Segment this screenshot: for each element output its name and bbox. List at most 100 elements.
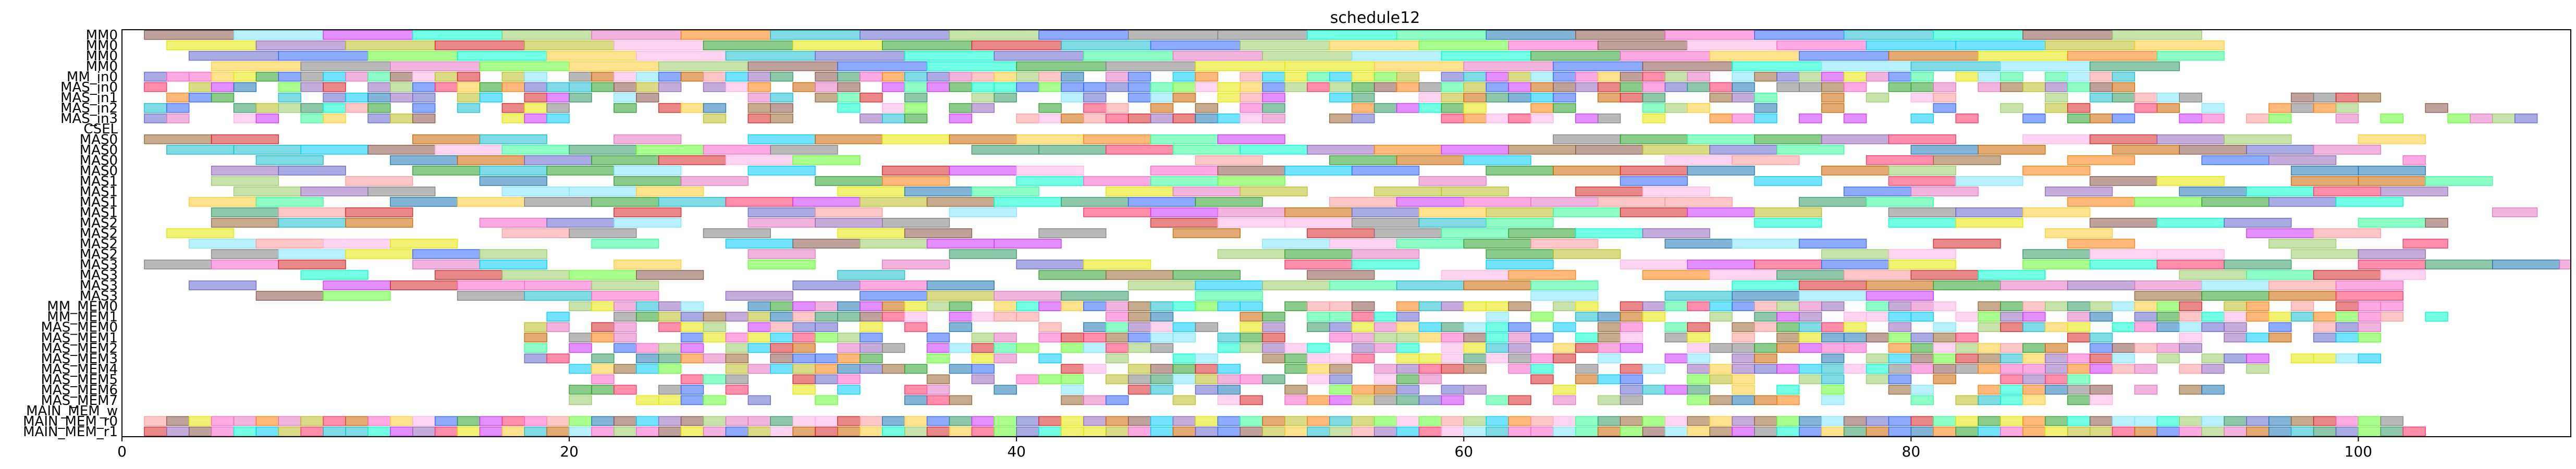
schedule-bar (255, 416, 279, 426)
schedule-bar (300, 187, 369, 196)
schedule-bar (971, 82, 995, 92)
schedule-bar (1664, 301, 1688, 312)
schedule-bar (1217, 426, 1241, 437)
lane-label: MAS1 (80, 205, 118, 220)
schedule-bar (2045, 343, 2068, 353)
schedule-bar (412, 30, 503, 40)
schedule-bar (2112, 426, 2136, 437)
schedule-bar (2045, 353, 2068, 364)
schedule-bar (546, 51, 637, 61)
schedule-bar (233, 113, 257, 124)
schedule-bar (703, 312, 727, 322)
schedule-bar (1754, 30, 1845, 40)
schedule-bar (345, 103, 369, 113)
schedule-bar (524, 82, 547, 92)
schedule-bar (1620, 82, 1643, 92)
schedule-bar (367, 113, 391, 124)
schedule-bar (591, 322, 615, 332)
schedule-bar (1418, 322, 1442, 332)
schedule-bar (1307, 270, 1375, 280)
schedule-bar (1195, 364, 1219, 374)
lane-label: MAS0 (80, 132, 118, 147)
lane-label: MAS_in0 (60, 80, 118, 95)
schedule-bar (792, 280, 861, 290)
schedule-bar (1709, 270, 1777, 280)
schedule-bar (1463, 301, 1487, 312)
schedule-bar (2067, 385, 2091, 395)
schedule-bar (345, 426, 369, 437)
schedule-bar (1530, 353, 1554, 364)
schedule-bar (1866, 197, 1934, 207)
schedule-bar (1776, 301, 1800, 312)
lane-label: CSEL (83, 121, 118, 137)
schedule-bar (2156, 176, 2225, 186)
schedule-bar (1597, 322, 1621, 332)
lane-label: MAIN_MEM_r0 (23, 414, 118, 429)
schedule-bar (1373, 103, 1397, 113)
schedule-bar (1217, 176, 1285, 186)
schedule-bar (1933, 82, 1956, 92)
schedule-bar (1687, 82, 1710, 92)
schedule-bar (1351, 113, 1375, 124)
schedule-bar (614, 40, 704, 51)
schedule-bar (2112, 416, 2136, 426)
schedule-bar (815, 312, 838, 322)
schedule-bar (1687, 416, 1710, 426)
schedule-bar (1418, 103, 1442, 113)
schedule-bar (390, 426, 413, 437)
schedule-bar (1508, 301, 1531, 312)
schedule-bar (2335, 103, 2359, 113)
schedule-bar (1486, 416, 1509, 426)
schedule-bar (278, 218, 346, 228)
schedule-bar (2358, 312, 2382, 322)
schedule-bar (1620, 332, 1643, 343)
schedule-bar (1732, 291, 1800, 301)
schedule-bar (166, 144, 235, 155)
schedule-bar (1642, 92, 1666, 103)
schedule-bar (2000, 301, 2023, 312)
schedule-bar (2559, 260, 2571, 269)
schedule-bar (591, 416, 615, 426)
schedule-bar (1978, 144, 2046, 155)
schedule-bar (1486, 249, 1554, 259)
schedule-bar (2224, 416, 2247, 426)
schedule-bar (1978, 385, 2001, 395)
schedule-bar (1821, 426, 1845, 437)
schedule-bar (1754, 312, 1777, 322)
schedule-bar (1373, 385, 1397, 395)
x-tick-label: 20 (560, 443, 579, 460)
schedule-bar (1732, 343, 1755, 353)
schedule-bar (233, 71, 257, 82)
schedule-bar (1754, 426, 1777, 437)
schedule-bar (1821, 92, 1845, 103)
schedule-bar (1172, 71, 1196, 82)
schedule-bar (2000, 426, 2023, 437)
schedule-bar (569, 92, 592, 103)
schedule-bar (1620, 134, 1688, 144)
schedule-bar (1642, 103, 1666, 113)
schedule-bar (614, 260, 682, 269)
lane-label: MM0 (86, 59, 118, 75)
schedule-bar (904, 103, 928, 113)
schedule-bar (412, 426, 436, 437)
schedule-bar (166, 228, 235, 238)
schedule-bar (971, 416, 995, 426)
schedule-bar (1620, 364, 1643, 374)
schedule-bar (390, 82, 413, 92)
schedule-bar (2067, 353, 2091, 364)
schedule-bar (1910, 312, 1934, 322)
schedule-bar (1351, 343, 1375, 353)
schedule-bar (971, 374, 995, 385)
schedule-bar (2201, 426, 2225, 437)
schedule-bar (1754, 322, 1777, 332)
schedule-bar (680, 332, 704, 343)
schedule-bar (1776, 426, 1800, 437)
schedule-bar (1910, 113, 1934, 124)
schedule-bar (524, 103, 547, 113)
schedule-bar (1910, 332, 1934, 343)
schedule-bar (1441, 353, 1464, 364)
schedule-bar (747, 364, 771, 374)
schedule-bar (2089, 113, 2113, 124)
schedule-bar (2268, 332, 2292, 343)
schedule-bar (1732, 322, 1755, 332)
